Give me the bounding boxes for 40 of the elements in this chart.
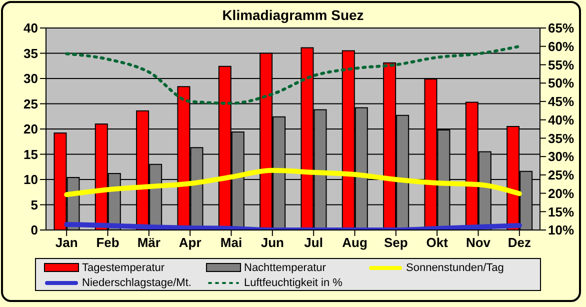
x-tick-label: Jun bbox=[260, 235, 284, 250]
y2-tick-label: 15% bbox=[548, 204, 574, 220]
x-tick-label: Jul bbox=[304, 235, 323, 250]
y-tick-label: 35 bbox=[24, 46, 38, 61]
y2-tick-label: 40% bbox=[548, 112, 574, 128]
y2-tick-label: 25% bbox=[548, 168, 574, 183]
y-tick-label: 25 bbox=[24, 96, 38, 112]
legend-label: Sonnenstunden/Tag bbox=[406, 262, 504, 274]
legend-label: Niederschlagstage/Mt. bbox=[82, 276, 192, 288]
legend-label: Luftfeuchtigkeit in % bbox=[244, 276, 342, 288]
x-tick-label: Sep bbox=[384, 235, 408, 250]
x-tick-label: Mai bbox=[220, 235, 242, 250]
legend-label: Nachttemperatur bbox=[244, 262, 326, 274]
x-tick-label: Nov bbox=[466, 235, 492, 250]
y-tick-label: 15 bbox=[24, 146, 38, 162]
x-tick-label: Dez bbox=[508, 235, 532, 250]
y2-tick-label: 55% bbox=[548, 57, 574, 72]
y2-tick-label: 45% bbox=[548, 94, 574, 110]
x-tick-label: Apr bbox=[178, 235, 202, 250]
x-tick-label: Mär bbox=[137, 235, 160, 250]
x-tick-label: Aug bbox=[342, 235, 368, 250]
x-tick-label: Jan bbox=[55, 235, 78, 250]
y2-tick-label: 50% bbox=[548, 76, 574, 91]
x-tick-label: Okt bbox=[426, 235, 449, 250]
chart-title: Klimadiagramm Suez bbox=[222, 7, 364, 23]
y-tick-label: 5 bbox=[30, 197, 38, 212]
line-series bbox=[65, 44, 521, 105]
y-tick-label: 20 bbox=[24, 122, 38, 137]
y2-tick-label: 35% bbox=[548, 130, 574, 146]
y2-tick-label: 30% bbox=[548, 149, 574, 164]
y-tick-label: 40 bbox=[24, 20, 38, 36]
x-tick-label: Feb bbox=[96, 235, 120, 250]
y-tick-label: 0 bbox=[30, 222, 38, 238]
y2-tick-label: 10% bbox=[548, 222, 574, 238]
y2-tick-label: 60% bbox=[548, 38, 574, 54]
y-tick-label: 10 bbox=[24, 172, 38, 188]
y-tick-label: 30 bbox=[24, 71, 38, 86]
y2-tick-label: 65% bbox=[548, 20, 574, 36]
legend-label: Tagestemperatur bbox=[82, 262, 165, 274]
y2-tick-label: 20% bbox=[548, 186, 574, 201]
